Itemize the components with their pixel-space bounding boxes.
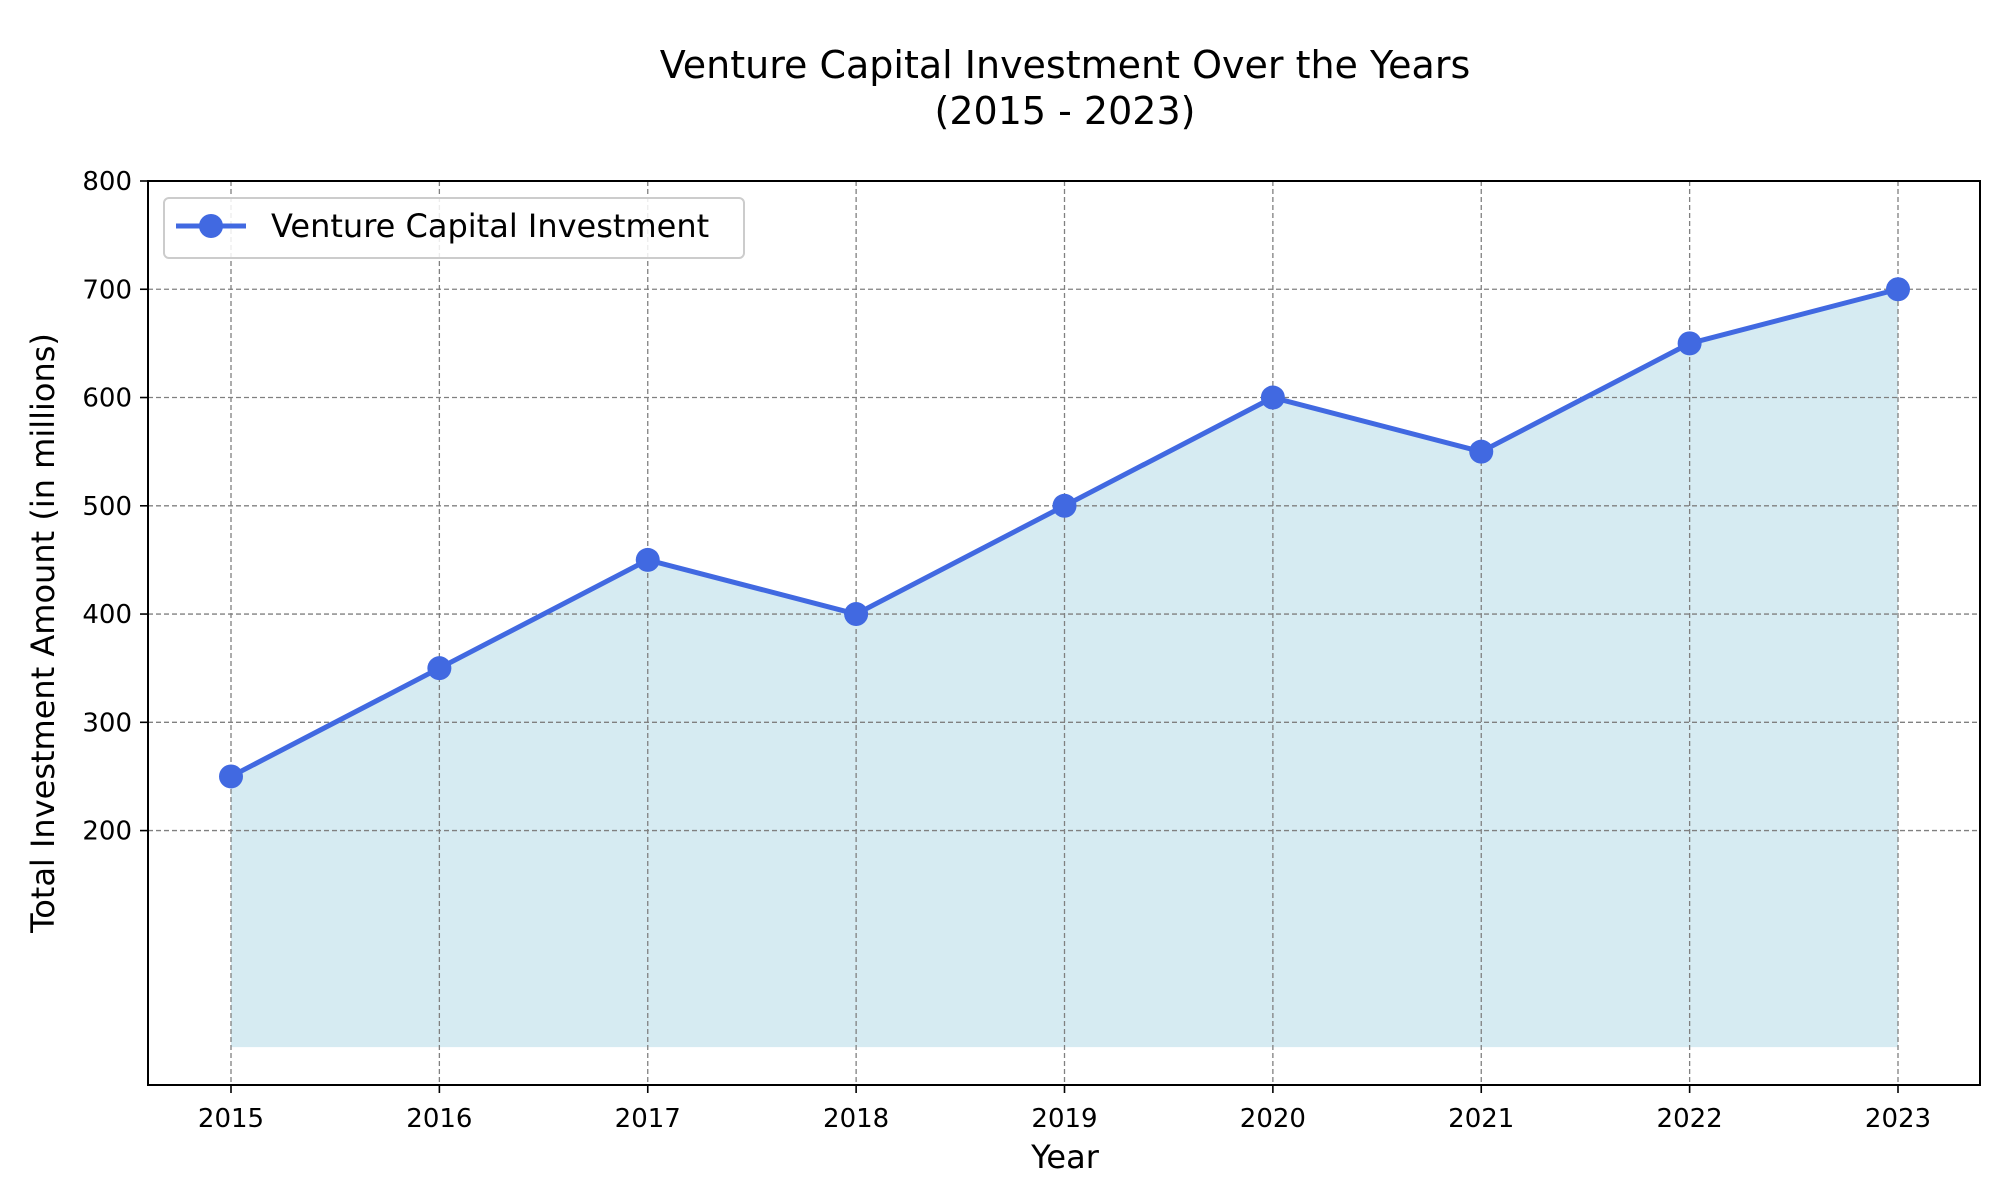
legend-label: Venture Capital Investment	[271, 207, 709, 245]
legend: Venture Capital Investment	[163, 197, 745, 259]
data-point-2018	[844, 602, 869, 627]
legend-box	[163, 197, 745, 259]
y-tick-label-800: 800	[82, 167, 132, 197]
data-point-2015	[219, 764, 243, 789]
x-tick-label-2021: 2021	[1448, 1104, 1514, 1134]
y-tick-label-600: 600	[82, 384, 132, 414]
y-tick-label-300: 300	[82, 708, 132, 738]
legend-marker-swatch	[199, 214, 223, 238]
x-tick-label-2022: 2022	[1657, 1104, 1723, 1134]
x-tick-label-2017: 2017	[615, 1104, 681, 1134]
data-point-2023	[1886, 277, 1910, 302]
y-tick-label-400: 400	[82, 600, 132, 630]
x-tick-label-2018: 2018	[823, 1104, 889, 1134]
x-tick-label-2020: 2020	[1240, 1104, 1306, 1134]
plot-area: 2015 2016 2017 2018 2019 2020 2021 2022 2023 200 3…	[82, 167, 1981, 1134]
data-point-2017	[635, 547, 660, 572]
x-tick-label-2023: 2023	[1865, 1104, 1931, 1134]
chart-title-line-1: Venture Capital Investment Over the Year…	[660, 43, 1471, 87]
y-axis-label: Total Investment Amount (in millions)	[24, 333, 62, 934]
data-point-2021	[1469, 439, 1494, 464]
y-tick-label-500: 500	[82, 492, 132, 522]
x-axis-label: Year	[1030, 1138, 1100, 1176]
x-tick-label-2019: 2019	[1031, 1104, 1097, 1134]
chart-title-line-2: (2015 - 2023)	[935, 89, 1196, 133]
x-tick-label-2015: 2015	[198, 1104, 264, 1134]
data-point-2022	[1677, 331, 1702, 356]
x-tick-label-2016: 2016	[406, 1104, 472, 1134]
y-tick-label-700: 700	[82, 275, 132, 305]
data-point-2016	[427, 656, 452, 681]
data-point-2020	[1260, 385, 1285, 410]
data-point-2019	[1052, 493, 1077, 518]
y-tick-label-200: 200	[82, 817, 132, 847]
